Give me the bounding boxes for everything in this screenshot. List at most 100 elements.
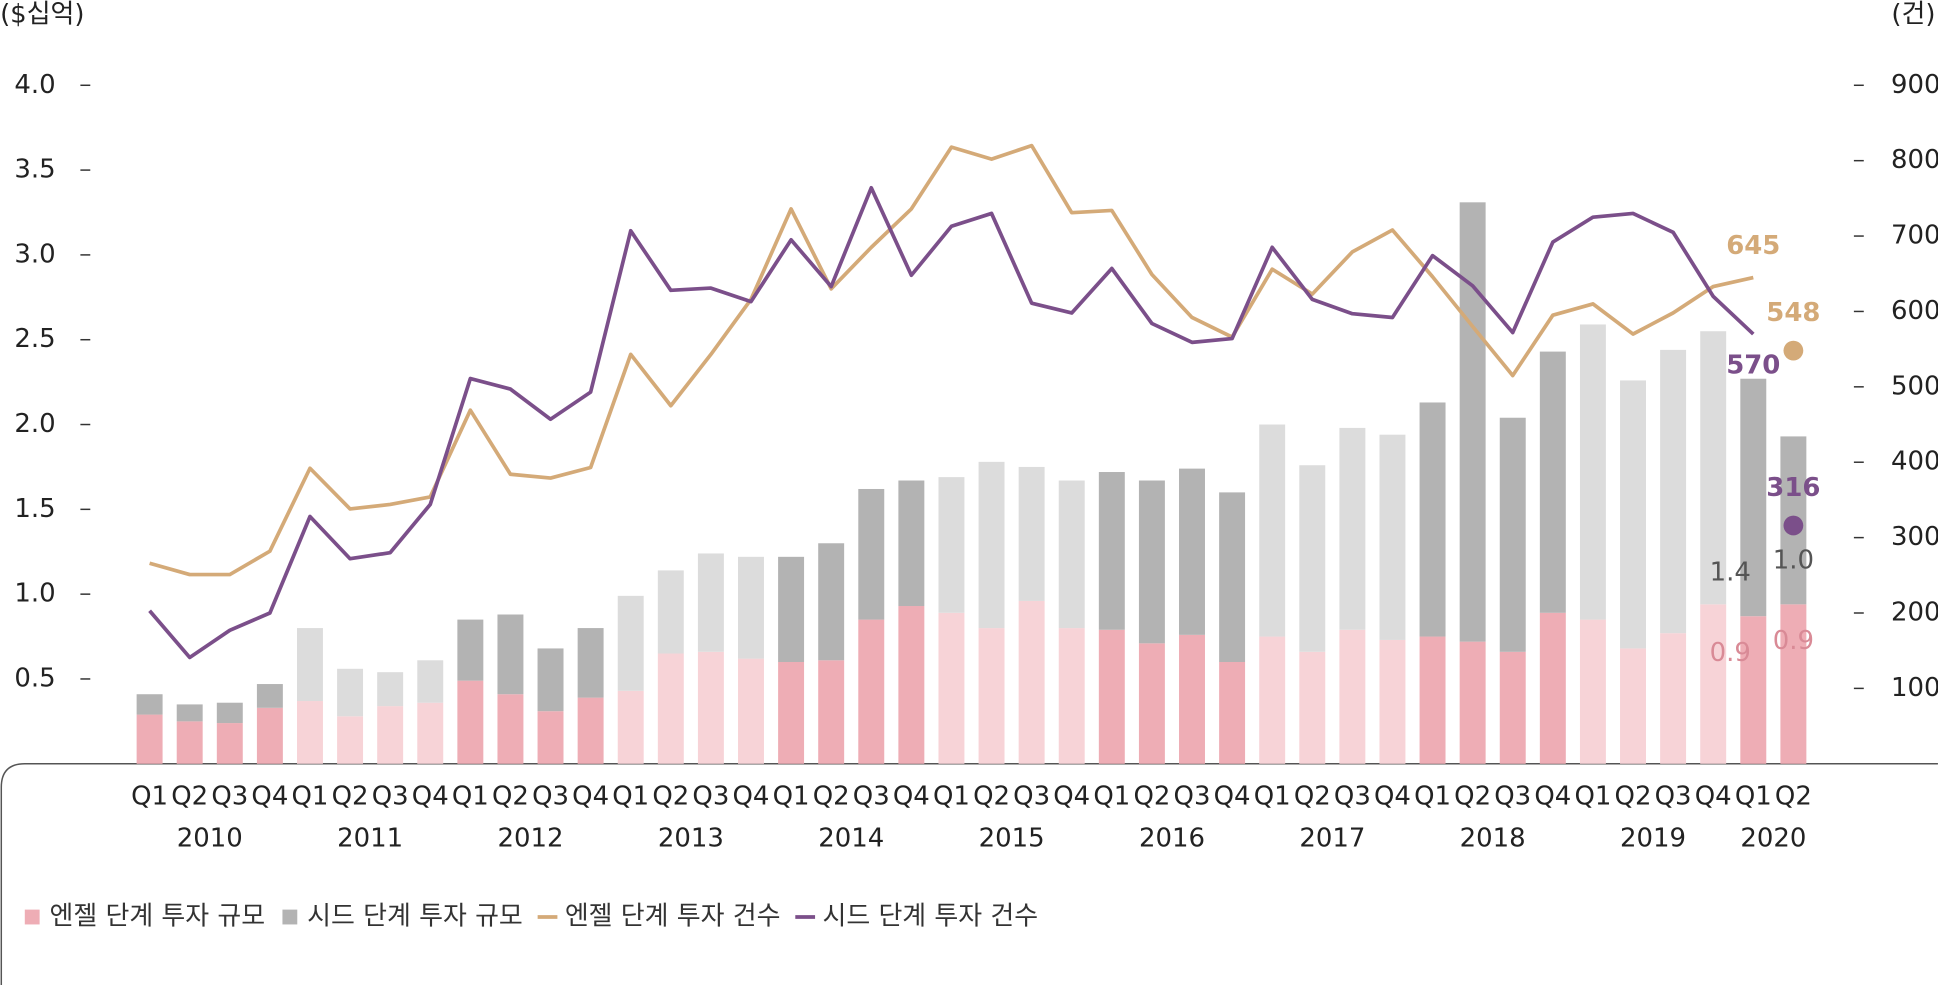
bar [617,595,644,691]
year-label: 2018 [1460,824,1526,854]
x-tick-label: Q1 [933,782,970,812]
bar [978,628,1005,764]
bar [1459,202,1486,642]
bar [1018,600,1045,764]
bar [537,711,564,764]
latest-value-label: 548 [1766,298,1820,328]
bar [136,714,163,764]
x-tick-label: Q3 [1334,782,1371,812]
bar-value-label: 0.9 [1773,626,1814,656]
bar [337,716,364,764]
x-tick-label: Q4 [1053,782,1090,812]
bar [858,488,885,620]
x-tick-label: Q4 [1374,782,1411,812]
bar [858,619,885,764]
bar [1379,639,1406,764]
year-label: 2010 [177,824,243,854]
year-label: 2014 [818,824,884,854]
bar [1740,616,1767,764]
bar [497,614,524,695]
bar [1379,434,1406,640]
x-tick-label: Q1 [131,782,168,812]
bar-value-label: 1.0 [1773,546,1814,576]
bar [297,701,323,764]
y2-tick-label: 700 [1891,221,1938,251]
bar-value-label: 1.4 [1710,557,1751,587]
x-tick-label: Q4 [412,782,449,812]
x-tick-label: Q2 [652,782,689,812]
x-tick-label: Q2 [1133,782,1170,812]
bar [1459,641,1486,764]
bar [1098,472,1125,630]
y-tick-label: 1.0 [14,579,55,609]
x-tick-label: Q3 [1013,782,1050,812]
x-tick-label: Q2 [1454,782,1491,812]
bar [176,721,203,764]
x-tick-label: Q2 [171,782,208,812]
bar [1339,629,1366,764]
bar [577,628,604,698]
y-tick-label: 3.0 [14,239,55,269]
bar [1179,468,1205,635]
legend-label: 엔젤 단계 투자 규모 [50,902,266,932]
x-tick-label: Q2 [973,782,1010,812]
x-tick-label: Q2 [1294,782,1331,812]
bar [697,553,724,652]
y-tick-label: 0.5 [14,663,55,693]
y-unit: ($십억) [0,0,84,29]
bar [978,461,1005,629]
latest-value-label: 316 [1766,473,1820,503]
y2-tick-label: 500 [1891,371,1938,401]
x-tick-label: Q1 [1735,782,1772,812]
bar [1700,331,1727,605]
bar [738,556,764,659]
bar [256,684,283,708]
x-tick-label: Q3 [532,782,569,812]
y2-tick-label: 600 [1891,296,1938,326]
bar [377,672,404,707]
y2-tick-label: 400 [1891,447,1938,477]
x-tick-label: Q3 [853,782,890,812]
bar [256,707,283,764]
bar [657,653,684,764]
bar [938,477,965,613]
x-tick-label: Q4 [251,782,288,812]
bar [778,556,805,663]
line [148,185,1755,660]
bar [377,706,404,764]
bar [1780,604,1807,764]
bar [1660,349,1687,634]
bar [818,660,845,764]
bar [176,704,203,722]
x-tick-label: Q4 [1695,782,1732,812]
line-value-label: 570 [1726,351,1780,381]
bar [1058,480,1085,629]
x-tick-label: Q2 [492,782,529,812]
line-value-label: 645 [1726,231,1780,261]
legend-label: 시드 단계 투자 규모 [307,902,523,932]
bar [898,480,925,607]
x-tick-label: Q2 [332,782,369,812]
bar [1299,651,1326,764]
bar [1419,402,1446,637]
bar [297,628,323,702]
y2-tick-label: 800 [1891,145,1938,175]
legend-label: 엔젤 단계 투자 건수 [565,902,781,932]
bar [1098,629,1125,764]
bar [657,570,684,654]
latest-point [1783,515,1804,536]
bar [417,702,444,764]
x-tick-label: Q4 [1214,782,1251,812]
bar [1419,636,1446,764]
year-label: 2011 [337,824,403,854]
bar [1740,378,1767,617]
bar [778,662,805,764]
latest-point [1783,340,1804,361]
bar [1660,633,1687,764]
bar [1058,628,1085,764]
x-tick-label: Q4 [1534,782,1571,812]
legend-swatch [24,909,40,925]
line [149,143,1754,577]
year-label: 2012 [497,824,563,854]
x-tick-label: Q2 [813,782,850,812]
